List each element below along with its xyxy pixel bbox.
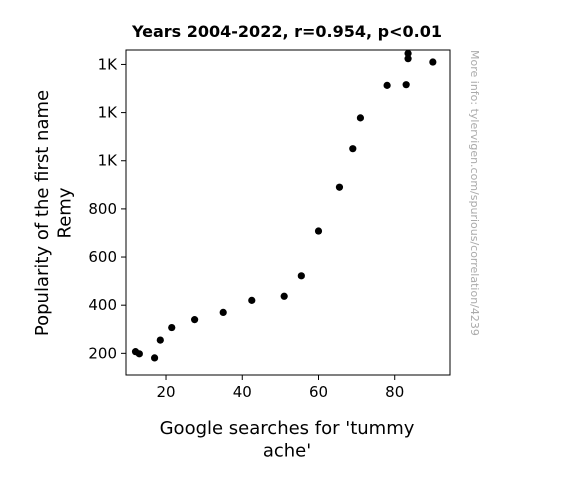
x-tick-label: 80 <box>385 383 404 401</box>
data-point <box>429 58 437 66</box>
data-point <box>156 336 164 344</box>
x-axis-label: Google searches for 'tummy ache' <box>160 418 415 462</box>
data-point <box>402 81 410 89</box>
y-tick-label: 1K <box>98 104 119 122</box>
data-point <box>135 350 143 358</box>
data-point <box>314 227 323 235</box>
data-point <box>404 55 412 63</box>
watermark-text: More info: tylervigen.com/spurious/corre… <box>468 50 481 336</box>
y-tick-label: 1K <box>98 152 119 170</box>
y-tick-label: 800 <box>88 200 117 218</box>
y-axis-label: Popularity of the first nameRemy <box>32 90 76 336</box>
data-point <box>383 81 391 89</box>
x-tick-label: 40 <box>233 383 252 401</box>
data-point <box>404 49 412 57</box>
y-tick-label: 600 <box>88 248 117 266</box>
data-point <box>168 323 176 332</box>
data-point <box>280 292 288 300</box>
chart-title: Years 2004-2022, r=0.954, p<0.01 <box>131 22 442 41</box>
y-tick-label: 200 <box>88 344 117 362</box>
data-point <box>349 145 357 153</box>
data-point <box>219 308 227 317</box>
x-tick-label: 20 <box>156 383 175 401</box>
data-point <box>356 114 365 122</box>
data-point <box>335 183 344 191</box>
data-point <box>191 316 199 324</box>
x-tick-label: 60 <box>309 383 328 401</box>
y-tick-label: 1K <box>98 55 119 73</box>
data-point <box>297 272 305 280</box>
data-point <box>150 354 159 362</box>
plot-frame <box>125 49 451 376</box>
data-point <box>248 296 256 304</box>
plot-area: 20 40 60 80 200 400 600 800 1K 1K 1K <box>88 49 451 401</box>
y-tick-label: 400 <box>88 296 117 314</box>
